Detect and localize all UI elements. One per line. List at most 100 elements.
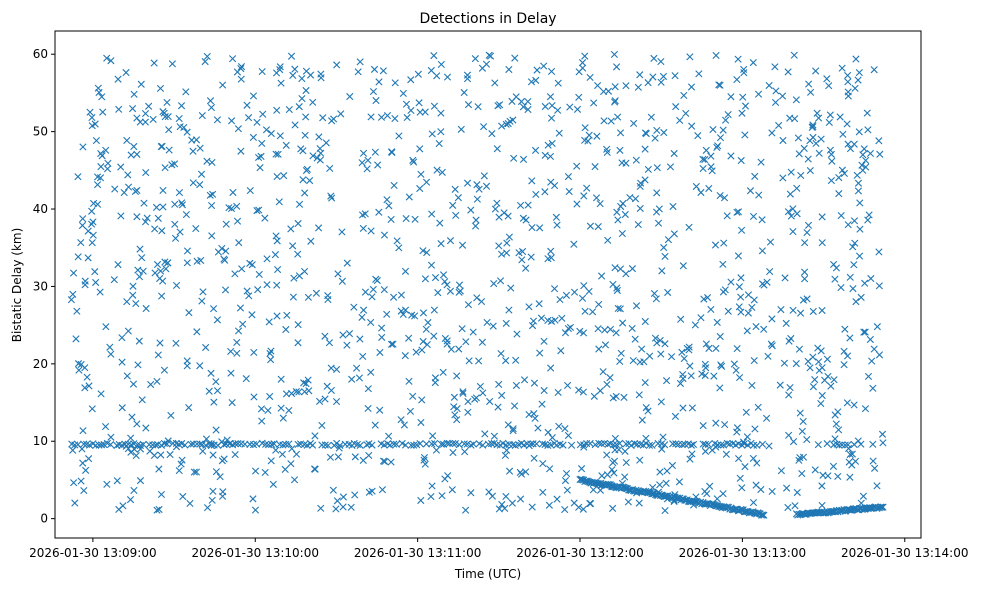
data-point bbox=[326, 164, 334, 172]
data-point bbox=[472, 216, 480, 224]
data-point bbox=[462, 506, 470, 514]
data-point bbox=[220, 455, 228, 463]
data-point bbox=[505, 233, 513, 241]
data-point bbox=[262, 440, 270, 448]
data-point bbox=[561, 505, 569, 514]
data-point bbox=[844, 441, 852, 449]
data-point bbox=[147, 380, 155, 389]
data-point bbox=[415, 99, 423, 107]
data-point bbox=[591, 163, 599, 171]
data-point bbox=[818, 213, 826, 221]
data-point bbox=[529, 317, 538, 325]
data-point bbox=[613, 208, 621, 216]
data-point bbox=[659, 72, 668, 81]
data-point bbox=[416, 108, 424, 116]
data-point bbox=[237, 147, 245, 155]
data-point bbox=[423, 248, 431, 257]
data-point bbox=[622, 82, 630, 90]
data-point bbox=[491, 79, 499, 87]
data-point bbox=[660, 243, 668, 252]
data-point bbox=[689, 440, 698, 449]
data-point bbox=[519, 155, 528, 163]
data-point bbox=[431, 274, 440, 282]
data-point bbox=[861, 279, 869, 287]
data-point bbox=[668, 461, 677, 470]
data-point bbox=[339, 503, 347, 511]
data-point bbox=[598, 472, 606, 480]
data-point bbox=[118, 404, 126, 412]
data-point bbox=[503, 239, 511, 247]
data-point bbox=[318, 441, 326, 449]
data-point bbox=[183, 247, 192, 255]
data-point bbox=[316, 156, 324, 164]
data-point bbox=[800, 275, 809, 283]
data-point bbox=[559, 441, 567, 449]
data-point bbox=[221, 256, 229, 264]
data-point bbox=[878, 503, 886, 511]
data-point bbox=[846, 450, 854, 459]
data-point bbox=[153, 506, 161, 514]
data-point bbox=[327, 364, 335, 372]
data-point bbox=[437, 440, 445, 448]
data-point bbox=[763, 278, 771, 286]
data-point bbox=[102, 323, 110, 331]
data-point bbox=[734, 454, 743, 463]
data-point bbox=[669, 440, 677, 448]
data-point bbox=[537, 314, 546, 322]
data-point bbox=[658, 267, 666, 275]
data-point bbox=[864, 216, 872, 224]
data-point bbox=[641, 317, 649, 326]
data-point bbox=[392, 440, 401, 448]
data-point bbox=[120, 188, 128, 197]
data-point bbox=[660, 128, 668, 137]
data-point bbox=[744, 441, 752, 449]
data-point bbox=[707, 305, 715, 313]
data-point bbox=[290, 476, 299, 484]
data-point bbox=[416, 440, 424, 448]
data-point bbox=[505, 467, 514, 475]
data-point bbox=[233, 349, 241, 357]
data-point bbox=[749, 441, 758, 449]
data-point bbox=[768, 315, 776, 323]
data-point bbox=[402, 214, 410, 223]
data-point bbox=[757, 158, 765, 166]
data-point bbox=[605, 481, 613, 489]
data-point bbox=[547, 254, 555, 262]
data-point bbox=[129, 282, 137, 290]
data-point bbox=[796, 453, 804, 462]
data-point bbox=[812, 67, 820, 75]
data-point bbox=[311, 432, 319, 440]
data-point bbox=[175, 466, 183, 475]
data-point bbox=[467, 441, 475, 449]
data-point bbox=[712, 51, 720, 60]
data-point bbox=[755, 191, 763, 199]
data-point bbox=[455, 345, 463, 353]
data-point bbox=[705, 184, 713, 193]
data-point bbox=[621, 447, 629, 455]
data-point bbox=[450, 403, 458, 411]
data-point bbox=[776, 381, 784, 389]
data-point bbox=[233, 338, 241, 347]
data-point bbox=[749, 498, 758, 507]
data-point bbox=[299, 147, 307, 155]
data-point bbox=[115, 105, 123, 113]
data-point bbox=[433, 166, 441, 174]
data-point bbox=[460, 440, 468, 448]
data-point bbox=[403, 113, 411, 122]
data-point bbox=[658, 445, 666, 453]
data-point bbox=[199, 288, 207, 296]
data-point bbox=[717, 441, 725, 449]
data-point bbox=[644, 165, 652, 174]
data-point bbox=[497, 349, 505, 358]
data-point bbox=[785, 431, 793, 439]
data-point bbox=[378, 333, 386, 341]
data-point bbox=[579, 388, 587, 396]
data-point bbox=[759, 511, 767, 519]
data-point bbox=[511, 54, 519, 62]
data-point bbox=[836, 113, 844, 121]
data-point bbox=[285, 406, 293, 415]
data-point bbox=[589, 486, 597, 494]
data-point bbox=[245, 292, 253, 300]
data-point bbox=[809, 383, 818, 391]
data-point bbox=[687, 83, 696, 91]
